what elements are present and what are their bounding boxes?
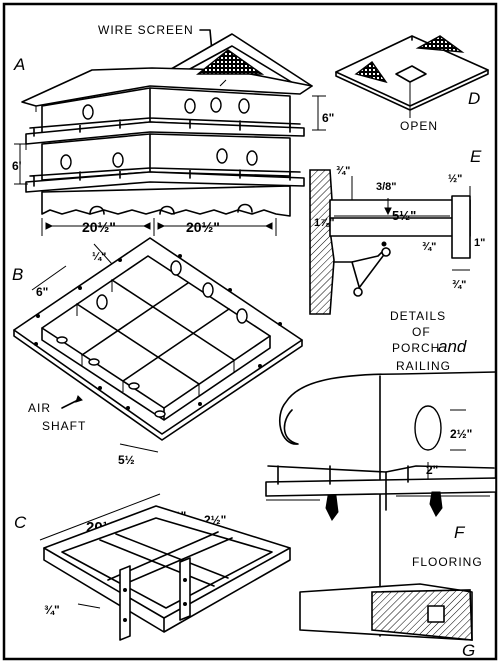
flooring-end-grain: [371, 589, 473, 641]
dim-e-178: 1⅞": [314, 217, 335, 229]
bracket: [333, 247, 387, 293]
details-line3: PORCH: [392, 341, 440, 355]
entrance-hole: [82, 104, 94, 120]
c-crossbars: [99, 531, 233, 587]
dim-20-half-b: 20½": [186, 219, 220, 235]
dim-b-quarter: ¼": [92, 251, 106, 263]
screen-gable-a: [196, 49, 265, 75]
b-hole: [56, 336, 68, 344]
lower-porch: [25, 171, 305, 193]
roof-opening: [395, 65, 427, 83]
dim-b-5half: 5½: [118, 453, 135, 467]
dim-e-12: ½": [448, 173, 462, 185]
screen-gable-d1: [415, 35, 465, 53]
dim-f-212: 2½": [450, 427, 472, 441]
flooring-label: FLOORING: [412, 555, 483, 569]
figure-e-letter: E: [470, 147, 482, 166]
dim-b-6: 6": [36, 285, 48, 299]
figure-f: 2½" 2" F: [265, 371, 497, 637]
f-entrance: [414, 405, 442, 451]
details-line4: and: [438, 337, 467, 356]
entrance-hole: [60, 154, 72, 170]
dim-e-1: 1": [474, 237, 485, 249]
screen-gable-d2: [354, 61, 388, 84]
entrance-hole: [246, 150, 258, 166]
b-hole: [128, 382, 140, 390]
dim-e-34c: ¾": [452, 279, 466, 291]
c-post: [119, 565, 131, 641]
f-bracket: [429, 491, 443, 517]
shaft-label: SHAFT: [42, 419, 86, 433]
details-line2: OF: [412, 325, 431, 339]
f-porch: [265, 477, 497, 497]
details-line5: RAILING: [396, 359, 451, 373]
air-label: AIR: [28, 401, 51, 415]
figure-d-letter: D: [468, 89, 480, 108]
figure-g: FLOORING G: [299, 555, 483, 660]
figure-a: A WIRE SCREEN 6": [12, 23, 334, 236]
f-bracket: [325, 495, 339, 521]
dim-6-inch-a: 6": [322, 111, 334, 125]
dim-e-38: 3/8": [376, 181, 397, 193]
entrance-hole: [210, 97, 222, 113]
b-hole: [88, 358, 100, 366]
b-hole: [202, 282, 214, 298]
entrance-hole: [216, 148, 228, 164]
dim-f-2: 2": [426, 463, 438, 477]
b-hole: [96, 294, 108, 310]
b-hole: [170, 260, 182, 276]
b-grid-lines: [76, 279, 235, 385]
figure-g-letter: G: [462, 641, 475, 660]
figure-c-letter: C: [14, 513, 27, 532]
dim-6-foot: 6': [12, 159, 22, 173]
entrance-hole: [112, 152, 124, 168]
figure-a-letter: A: [13, 55, 25, 74]
figure-b-letter: B: [12, 265, 23, 284]
details-line1: DETAILS: [390, 309, 446, 323]
railing-post: [451, 195, 471, 259]
open-label: OPEN: [400, 119, 438, 133]
f-wall: [278, 371, 497, 445]
details-title: DETAILS OF PORCH and RAILING: [390, 309, 467, 373]
wall-section: [309, 169, 335, 315]
dim-e-34a: ¾": [336, 165, 350, 177]
dim-20-half-a: 20½": [82, 219, 116, 235]
figure-d: OPEN D: [335, 35, 489, 133]
wire-screen-label: WIRE SCREEN: [98, 23, 194, 37]
figure-f-letter: F: [454, 523, 466, 542]
b-hole: [154, 410, 166, 418]
dim-e-512: 5½": [392, 208, 416, 223]
b-hole: [236, 308, 248, 324]
figure-c: C 20½" 2½" 2½" ¾": [14, 493, 291, 641]
entrance-hole: [184, 98, 196, 114]
dim-c-34: ¾": [44, 603, 60, 617]
wire-screen-leader: [199, 29, 213, 53]
c-frame-inner: [61, 517, 273, 609]
dim-e-34b: ¾": [422, 241, 436, 253]
base-block: [41, 185, 291, 217]
c-post: [179, 557, 191, 621]
entrance-hole: [238, 98, 250, 114]
figure-e: E ¾" 3/8" ½" 1⅞" 5½" ¾" 1" ¾": [309, 147, 485, 315]
roof-eave: [21, 67, 313, 107]
figure-b: B 6" ¼" AIR SHAFT 5½: [12, 237, 303, 467]
tongue-groove: [427, 605, 445, 623]
